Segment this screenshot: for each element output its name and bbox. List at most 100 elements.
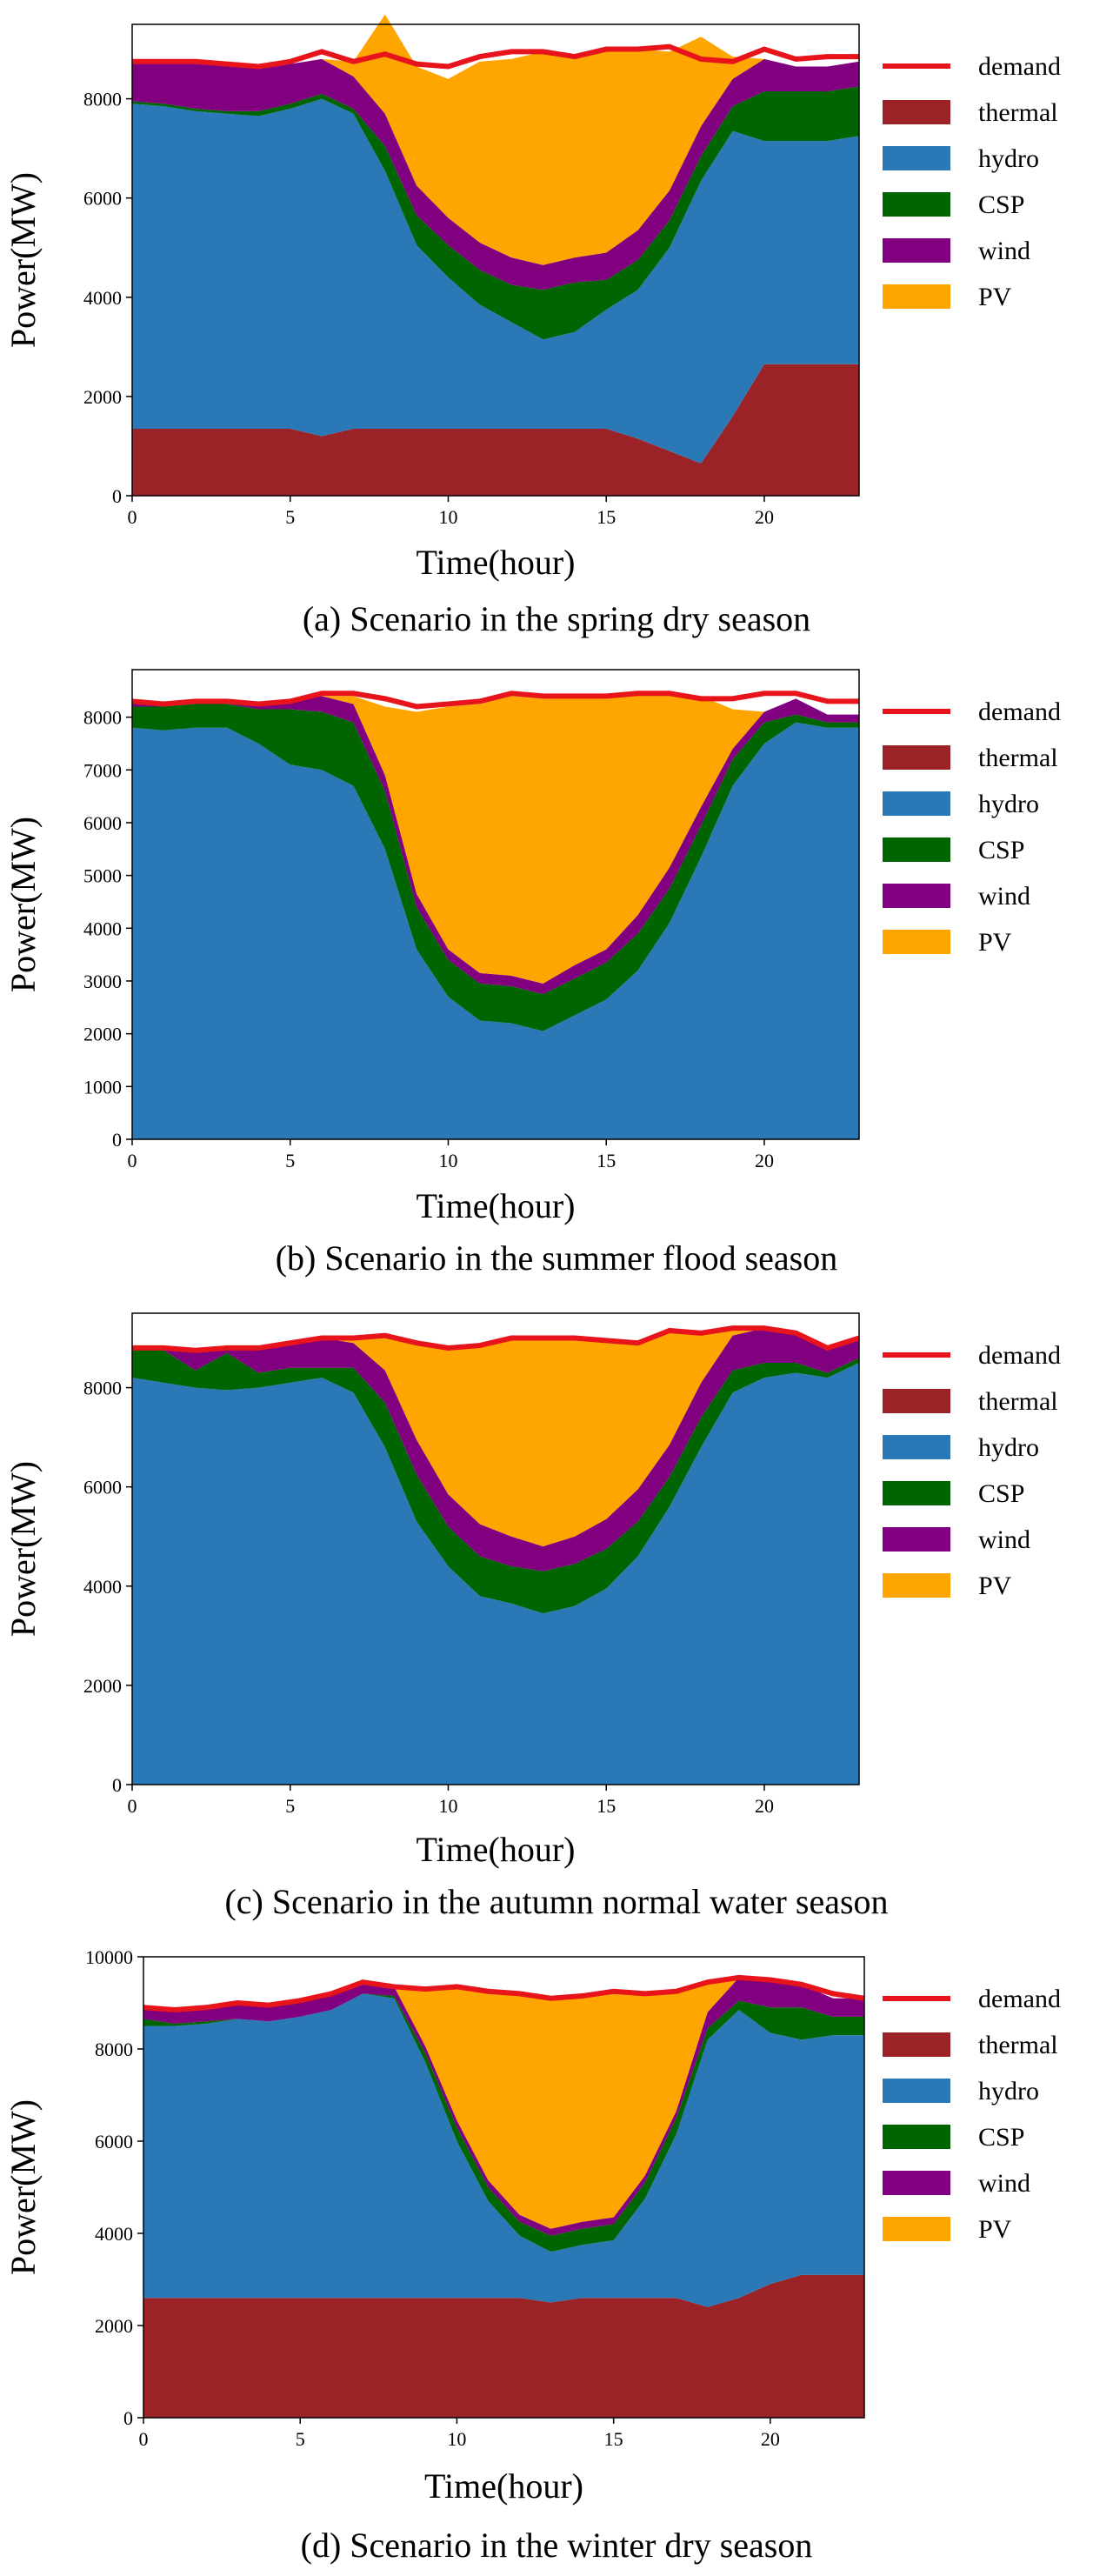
x-tick-label: 10 (447, 2428, 466, 2450)
y-tick-label: 1000 (83, 1076, 122, 1098)
legend-label-hydro: hydro (978, 790, 1039, 818)
legend-label-thermal: thermal (978, 1387, 1058, 1416)
area-pv (132, 693, 859, 984)
legend: demand thermal hydro CSP wind PV (883, 1341, 1061, 1600)
y-tick-label: 6000 (83, 812, 122, 834)
x-tick-label: 20 (755, 506, 774, 528)
y-tick-label: 8000 (83, 89, 122, 110)
legend-label-hydro: hydro (978, 1433, 1039, 1462)
y-tick-label: 2000 (83, 1024, 122, 1045)
figure-caption: (c) Scenario in the autumn normal water … (224, 1882, 888, 1921)
area-pv (143, 1977, 864, 2229)
x-tick-label: 10 (438, 506, 457, 528)
line-demand (143, 1974, 865, 2012)
y-tick-label: 4000 (83, 287, 122, 309)
x-tick-label: 15 (596, 1150, 616, 1171)
area-hydro (132, 722, 859, 1139)
x-tick-label: 15 (596, 506, 616, 528)
y-tick-label: 8000 (83, 707, 122, 729)
plot-frame (131, 1312, 860, 1785)
legend-label-pv: PV (978, 2215, 1012, 2244)
y-tick-label: 8000 (95, 2039, 133, 2060)
x-tick-label: 0 (128, 1795, 137, 1817)
legend-swatch-thermal (883, 745, 950, 770)
area-wind (132, 1328, 859, 1572)
area-wind (132, 58, 859, 290)
x-axis-label: Time(hour) (424, 2466, 583, 2506)
legend: demand thermal hydro CSP wind PV (883, 1985, 1061, 2244)
legend-label-demand: demand (978, 1985, 1061, 2013)
legend-label-hydro: hydro (978, 144, 1039, 173)
legend-label-hydro: hydro (978, 2077, 1039, 2106)
legend-label-wind: wind (978, 2169, 1030, 2198)
area-csp (132, 86, 859, 340)
x-axis-label: Time(hour) (417, 543, 576, 582)
legend-swatch-wind (883, 2171, 950, 2195)
legend-label-csp: CSP (978, 836, 1024, 864)
chart-panel-3: 0 5 10 15 20 0 2000 4000 6000 8000 Time(hour) Power… (3, 1312, 1061, 1921)
legend-label-thermal: thermal (978, 744, 1058, 772)
x-tick-label: 10 (438, 1150, 457, 1171)
y-axis-label: Power(MW) (3, 2099, 43, 2275)
legend-label-csp: CSP (978, 2123, 1024, 2152)
legend-label-thermal: thermal (978, 2031, 1058, 2059)
plot-frame (131, 669, 860, 1140)
x-tick-label: 0 (139, 2428, 149, 2450)
legend-swatch-csp (883, 192, 950, 217)
y-tick-label: 0 (112, 1774, 122, 1796)
x-tick-label: 20 (755, 1795, 774, 1817)
y-tick-label: 6000 (95, 2131, 133, 2152)
y-tick-label: 0 (112, 1129, 122, 1151)
legend-swatch-hydro (883, 1435, 950, 1459)
area-hydro (143, 1993, 864, 2307)
legend-swatch-csp (883, 1481, 950, 1505)
y-tick-label: 7000 (83, 759, 122, 781)
x-tick-label: 5 (296, 2428, 305, 2450)
legend-swatch-thermal (883, 100, 950, 124)
y-axis-label: Power(MW) (3, 1461, 43, 1637)
y-axis-label: Power(MW) (3, 172, 43, 348)
legend-swatch-hydro (883, 146, 950, 170)
legend: demand thermal hydro CSP wind PV (883, 52, 1061, 311)
legend-swatch-thermal (883, 1389, 950, 1413)
x-tick-label: 5 (285, 1795, 295, 1817)
y-tick-label: 2000 (83, 386, 122, 408)
x-tick-label: 5 (285, 506, 295, 528)
legend-swatch-csp (883, 2125, 950, 2149)
y-tick-label: 2000 (95, 2315, 133, 2337)
y-tick-label: 2000 (83, 1675, 122, 1697)
plot-frame (143, 1956, 865, 2419)
area-hydro (132, 98, 859, 464)
area-wind (143, 1977, 864, 2236)
legend-label-csp: CSP (978, 190, 1024, 219)
legend-label-demand: demand (978, 52, 1061, 81)
figure-caption: (a) Scenario in the spring dry season (303, 599, 810, 638)
legend-swatch-pv (883, 930, 950, 954)
legend-label-wind: wind (978, 882, 1030, 911)
x-tick-label: 0 (128, 506, 137, 528)
line-demand (131, 691, 859, 710)
legend-label-thermal: thermal (978, 98, 1058, 127)
y-tick-label: 5000 (83, 865, 122, 887)
legend-swatch-thermal (883, 2032, 950, 2057)
x-tick-label: 20 (761, 2428, 780, 2450)
area-pv (132, 1328, 859, 1547)
y-axis-label: Power(MW) (3, 817, 43, 992)
y-tick-label: 4000 (95, 2223, 133, 2245)
legend-label-pv: PV (978, 283, 1012, 311)
line-demand (132, 1325, 860, 1353)
area-pv (132, 14, 859, 265)
x-tick-label: 10 (438, 1795, 457, 1817)
legend-label-wind: wind (978, 1525, 1030, 1554)
legend-swatch-hydro (883, 2079, 950, 2103)
plot-frame (131, 23, 860, 497)
legend-label-pv: PV (978, 1572, 1012, 1600)
figure-caption: (d) Scenario in the winter dry season (301, 2526, 813, 2565)
line-demand (132, 43, 859, 70)
legend-label-csp: CSP (978, 1479, 1024, 1508)
legend-swatch-wind (883, 1527, 950, 1552)
area-thermal (132, 364, 859, 496)
area-csp (143, 1993, 864, 2252)
legend-swatch-pv (883, 2217, 950, 2241)
chart-panel-1: 0 5 10 15 20 0 2000 4000 6000 8000 Time(hour) Power… (3, 14, 1061, 638)
